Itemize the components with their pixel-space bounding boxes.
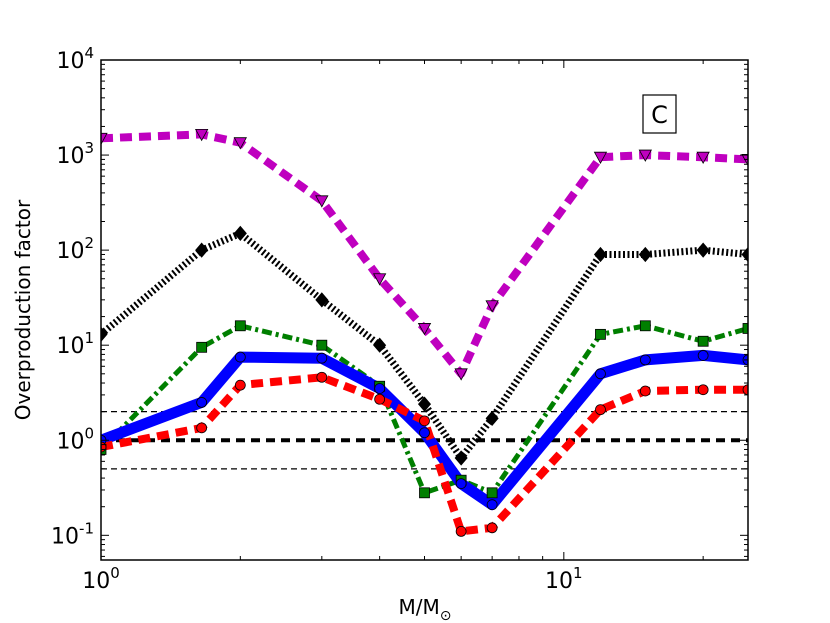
data-point-blue-10	[697, 350, 709, 361]
y-tick-label-base-3: 10	[56, 239, 84, 264]
y-tick-label-exp-0: -1	[79, 519, 94, 537]
x-tick-label-exp-0: 0	[110, 564, 120, 582]
data-point-black-10	[696, 242, 710, 258]
data-point-green-2	[234, 320, 246, 332]
annotation-label: C	[651, 101, 668, 129]
data-point-magenta-5	[417, 323, 432, 336]
data-point-black-6	[454, 450, 468, 466]
data-point-green-11	[742, 323, 748, 334]
data-point-green-1	[196, 341, 208, 353]
series-markers	[101, 128, 748, 537]
data-point-green-7	[486, 487, 498, 499]
data-point-black-4	[373, 337, 387, 353]
data-point-green-10	[697, 335, 709, 347]
data-point-magenta-3	[315, 195, 329, 208]
data-point-blue-8	[595, 368, 606, 380]
data-point-green-5	[419, 487, 430, 499]
series-line-blue	[101, 349, 748, 511]
y-tick-label-4: 103	[56, 139, 94, 169]
plot-area	[101, 128, 748, 537]
data-point-magenta-7	[485, 300, 499, 313]
y-tick-label-base-2: 10	[56, 334, 84, 359]
data-point-blue-1	[196, 397, 208, 408]
x-tick-label-1: 101	[545, 564, 583, 594]
x-tick-label-0: 100	[82, 564, 120, 594]
data-point-magenta-1	[194, 128, 209, 142]
data-point-red-11	[742, 384, 748, 396]
y-tick-label-base-0: 10	[51, 524, 79, 549]
x-axis-label-main: M/M	[399, 595, 440, 619]
y-tick-label-base-4: 10	[56, 144, 84, 169]
data-point-black-2	[233, 225, 247, 242]
y-tick-label-exp-1: 0	[84, 424, 94, 442]
x-tick-label-base-1: 10	[545, 569, 573, 594]
data-point-black-9	[638, 246, 652, 263]
series-line-black	[101, 229, 748, 462]
data-point-red-3	[316, 371, 328, 383]
data-point-red-1	[196, 422, 208, 434]
series-lines	[101, 130, 748, 536]
y-tick-label-exp-5: 4	[84, 44, 94, 62]
data-point-blue-9	[639, 354, 651, 366]
data-point-black-3	[315, 292, 329, 308]
x-axis-label: M/M⊙	[399, 595, 452, 623]
data-point-red-6	[455, 525, 467, 537]
data-point-blue-6	[455, 478, 467, 489]
y-tick-label-0: 10-1	[51, 519, 94, 549]
data-point-green-8	[595, 328, 606, 340]
y-tick-label-base-1: 10	[56, 429, 84, 454]
y-tick-label-3: 102	[56, 234, 94, 264]
x-tick-label-exp-1: 1	[573, 564, 583, 582]
series-line-magenta	[101, 130, 748, 378]
data-point-magenta-4	[372, 273, 387, 286]
data-point-red-5	[419, 415, 430, 427]
data-point-black-1	[195, 242, 209, 258]
data-point-red-4	[374, 393, 386, 405]
x-axis-label-sub: ⊙	[440, 608, 452, 623]
annotation-box: C	[642, 94, 677, 134]
data-point-red-9	[639, 385, 651, 397]
data-point-magenta-8	[593, 151, 608, 165]
y-tick-label-exp-3: 2	[84, 234, 94, 252]
data-point-black-7	[485, 410, 499, 426]
data-point-blue-4	[374, 383, 386, 394]
axis-ticks	[100, 59, 748, 560]
data-point-magenta-2	[233, 137, 247, 150]
data-point-magenta-10	[696, 151, 710, 165]
data-point-red-7	[486, 522, 498, 534]
data-point-green-3	[316, 339, 328, 351]
data-point-magenta-6	[454, 368, 468, 381]
data-point-blue-5	[419, 427, 430, 439]
data-point-magenta-9	[638, 149, 652, 162]
data-point-blue-2	[234, 351, 246, 363]
y-axis-label: Overproduction factor	[11, 199, 35, 420]
data-point-red-10	[697, 384, 709, 396]
y-tick-label-base-5: 10	[56, 49, 84, 74]
y-tick-label-exp-4: 3	[84, 139, 94, 157]
annotation-frame	[642, 94, 677, 134]
data-point-red-8	[595, 404, 606, 416]
y-tick-label-1: 100	[56, 424, 94, 454]
data-point-blue-7	[486, 499, 498, 511]
data-point-green-9	[639, 320, 651, 332]
y-tick-label-2: 101	[56, 329, 94, 359]
data-point-blue-3	[316, 352, 328, 364]
y-tick-label-exp-2: 1	[84, 329, 94, 347]
y-tick-label-5: 104	[56, 44, 94, 74]
data-point-black-0	[101, 326, 108, 342]
data-point-black-5	[417, 396, 432, 412]
data-point-black-8	[593, 246, 607, 263]
x-tick-label-base-0: 10	[82, 569, 110, 594]
data-point-magenta-0	[101, 132, 108, 146]
data-point-red-2	[234, 379, 246, 391]
